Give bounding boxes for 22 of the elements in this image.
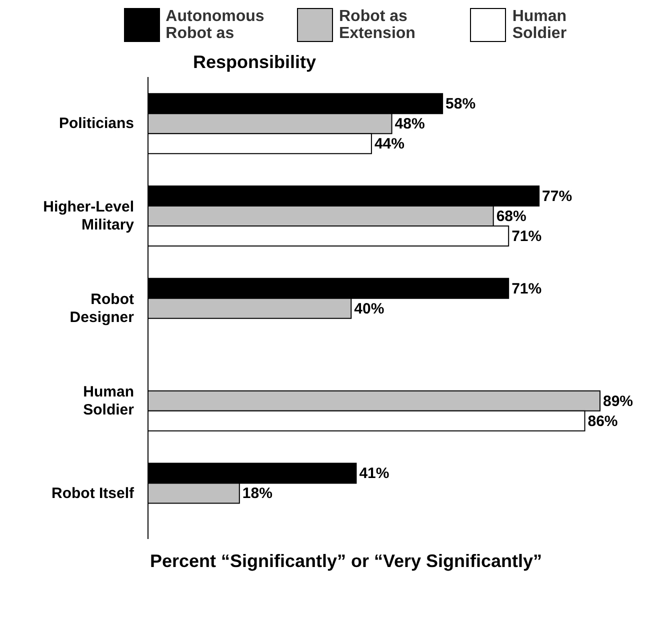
data-label: 71% — [512, 228, 542, 246]
data-label: 18% — [242, 485, 272, 502]
data-label: 58% — [446, 96, 476, 113]
data-label: 71% — [512, 280, 542, 298]
data-label: 48% — [394, 116, 425, 133]
data-label: 41% — [359, 465, 390, 482]
x-axis-title: Percent “Significantly” or “Very Significantly” — [148, 551, 544, 572]
data-label: 40% — [354, 300, 384, 318]
legend-label: Autonomous Robot as — [166, 8, 266, 42]
data-label: 86% — [588, 412, 618, 430]
data-label: 68% — [496, 208, 526, 226]
data-label: 89% — [603, 392, 634, 410]
legend-label: Human Soldier — [512, 8, 568, 42]
legend-label: Robot as Extension — [338, 8, 416, 42]
y-tick-label: Human Soldier — [83, 383, 134, 418]
y-tick-label: Higher-Level Military — [43, 198, 135, 234]
data-label: 44% — [374, 136, 404, 153]
y-tick-label: Robot Itself — [52, 484, 135, 502]
chart-title: Responsibility — [193, 52, 318, 73]
y-tick-label: Robot Designer — [70, 291, 134, 326]
y-tick-label: Politicians — [58, 115, 134, 132]
data-label: 77% — [542, 188, 572, 206]
